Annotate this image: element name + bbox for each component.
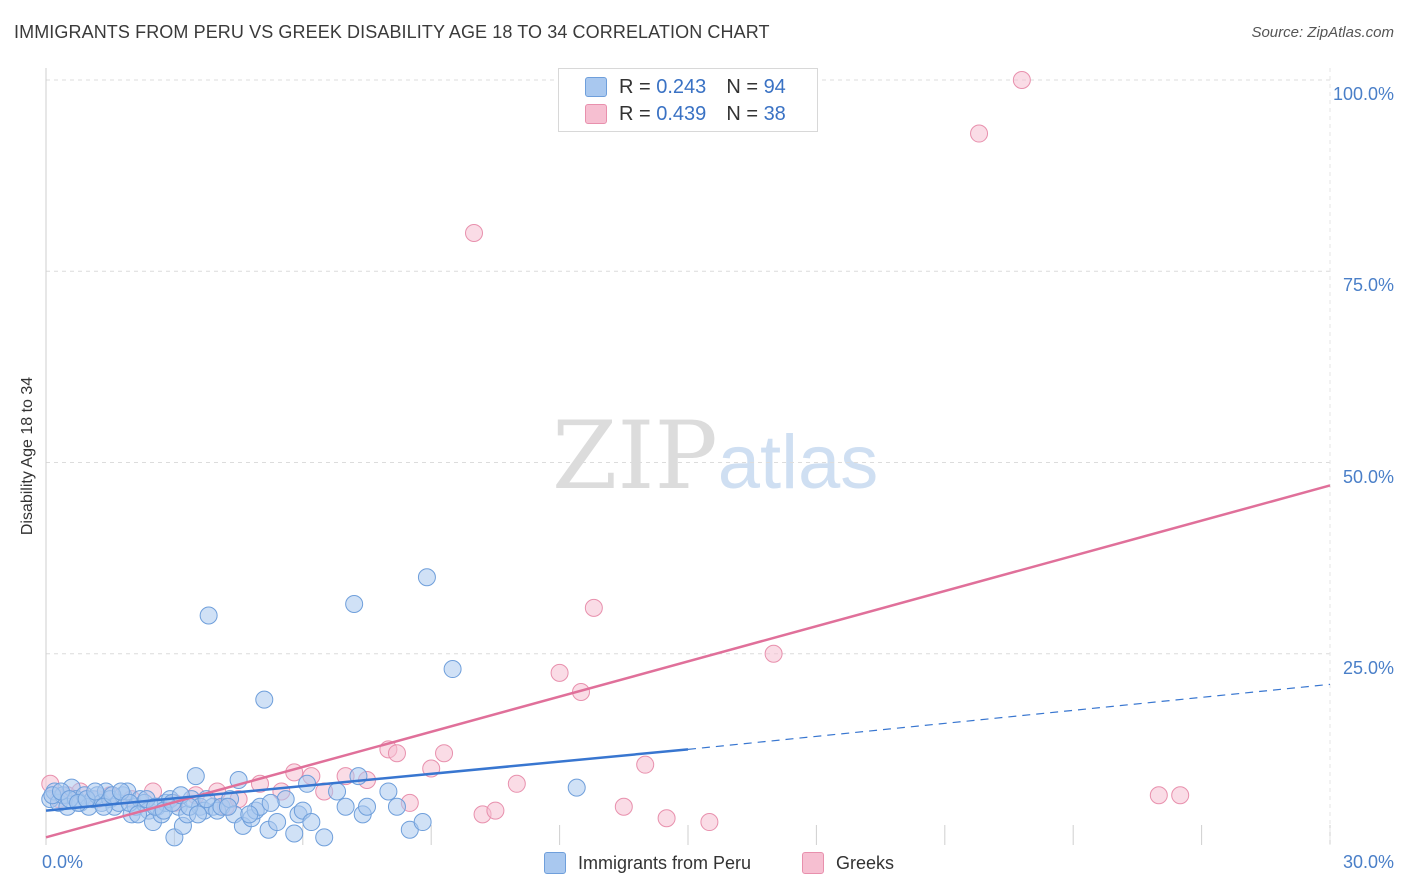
point-peru [345,595,364,614]
legend-swatch-peru [585,77,607,97]
point-peru [261,793,280,812]
legend-item-peru[interactable]: Immigrants from Peru [544,852,751,874]
legend-row-greeks: R = 0.439 N = 38 [585,102,786,126]
y-tick-label: 50.0% [1342,466,1394,487]
point-peru [328,782,347,801]
chart-grid [46,79,1330,655]
point-peru [188,805,207,824]
trend-line-peru [45,748,689,812]
point-peru [298,774,317,793]
legend-label-peru: Immigrants from Peru [578,852,752,873]
point-peru [285,824,304,843]
x-tick-label-min: 0.0% [42,852,84,872]
point-greeks [465,224,483,242]
correlation-legend: R = 0.243 N = 94 R = 0.439 N = 38 [558,68,818,132]
point-greeks [550,663,569,682]
point-greeks [614,797,633,816]
point-peru [443,660,462,679]
legend-swatch-greeks [585,104,607,124]
trend-line-greeks [45,484,1331,839]
point-peru [86,782,105,801]
trend-lines [45,484,1331,839]
legend-n-label: N = [726,102,758,125]
point-greeks [1012,71,1031,89]
y-tick-label: 75.0% [1342,275,1394,296]
point-peru [413,813,432,832]
point-peru [315,828,334,847]
legend-n-value: 38 [763,102,786,125]
point-peru [186,767,205,786]
point-greeks [486,801,505,820]
legend-label-greeks: Greeks [836,852,895,873]
point-greeks [435,744,454,763]
point-greeks [507,774,526,793]
point-greeks [1149,786,1168,805]
legend-r-value: 0.243 [656,75,707,98]
legend-item-greeks[interactable]: Greeks [802,852,894,874]
chart-title: IMMIGRANTS FROM PERU VS GREEK DISABILITY… [14,22,770,42]
legend-r-label: R = [619,102,651,125]
trend-line-peru-extension [687,683,1331,750]
point-greeks [584,598,603,617]
legend-r-label: R = [619,75,651,98]
point-peru [417,568,436,587]
y-axis-label-text: Disability Age 18 to 34 [19,376,36,536]
point-peru [379,782,398,801]
point-peru [336,797,355,816]
point-peru [276,790,295,809]
legend-n-label: N = [726,75,758,98]
point-peru [199,606,218,625]
x-tick-label-max: 30.0% [1342,852,1394,872]
point-peru [567,778,586,797]
series-peru-points [41,568,586,847]
series-greeks-points [41,71,1190,832]
point-greeks [1171,786,1190,805]
point-greeks [970,124,989,143]
point-peru [268,813,287,832]
point-greeks [657,809,676,828]
legend-r-value: 0.439 [656,102,707,125]
point-peru [218,797,237,816]
legend-row-peru: R = 0.243 N = 94 [585,75,786,99]
legend-n-value: 94 [763,75,786,98]
chart-axes [45,68,1331,845]
point-peru [255,690,274,709]
series-legend: Immigrants from Peru Greeks [0,852,1406,878]
point-greeks [387,744,406,763]
point-peru [387,797,406,816]
point-greeks [764,644,783,663]
point-greeks [636,755,655,774]
point-peru [302,813,321,832]
legend-swatch-peru [544,852,566,874]
point-peru [240,805,259,824]
y-tick-label: 25.0% [1342,657,1394,678]
point-greeks [700,813,719,832]
legend-swatch-greeks [802,852,824,874]
y-tick-label: 100.0% [1332,84,1394,104]
chart-source: Source: ZipAtlas.com [1251,24,1394,41]
point-peru [358,797,376,816]
